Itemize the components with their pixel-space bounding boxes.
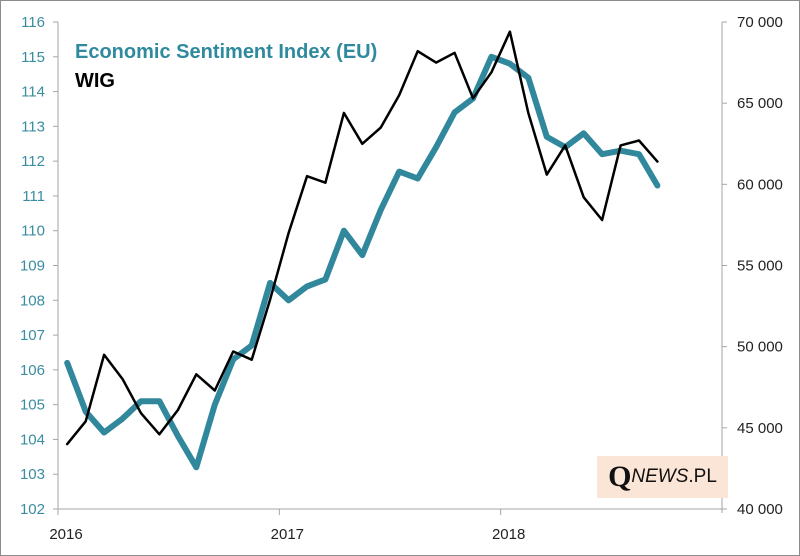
legend-wig: WIG: [75, 70, 115, 92]
right-tick-label: 55 000: [737, 258, 783, 275]
left-tick-label: 110: [21, 223, 45, 240]
right-tick-label: 65 000: [737, 95, 783, 112]
qnews-logo: Q NEWS .PL: [597, 456, 728, 498]
right-tick-label: 50 000: [737, 339, 783, 356]
left-tick-label: 114: [21, 84, 45, 101]
series-line-esi: [64, 53, 661, 471]
left-tick-label: 113: [21, 118, 45, 135]
x-tick-label: 2018: [492, 526, 525, 543]
left-tick-label: 104: [20, 431, 45, 448]
x-axis: 2016 2017 2018: [49, 508, 722, 543]
left-tick-label: 115: [21, 49, 45, 66]
left-tick-label: 112: [21, 153, 45, 170]
left-tick-label: 109: [20, 258, 45, 275]
left-tick-label: 105: [20, 397, 45, 414]
right-tick-label: 60 000: [737, 176, 783, 193]
logo-pl: .PL: [688, 466, 717, 487]
right-tick-label: 70 000: [737, 14, 783, 31]
left-tick-label: 116: [21, 14, 45, 31]
series-group: [64, 30, 661, 471]
x-tick-label: 2016: [49, 526, 82, 543]
left-tick-label: 102: [20, 501, 45, 518]
right-axis: 40 000 45 000 50 000 55 000 60 000 65 000 70 0…: [721, 14, 783, 518]
left-axis: 102 103 104 105 106 107 108 109 110 111 112 113 114 1…: [20, 14, 59, 518]
right-tick-label: 40 000: [737, 501, 783, 518]
left-tick-label: 111: [22, 188, 45, 205]
series-line-wig: [65, 30, 659, 446]
logo-news: NEWS: [631, 466, 689, 487]
left-tick-label: 107: [20, 327, 45, 344]
x-tick-label: 2017: [271, 526, 304, 543]
left-tick-label: 108: [20, 292, 45, 309]
left-tick-label: 103: [20, 466, 45, 483]
legend-esi: Economic Sentiment Index (EU): [75, 41, 377, 63]
logo-q: Q: [608, 460, 632, 493]
right-tick-label: 45 000: [737, 420, 783, 437]
left-tick-label: 106: [20, 362, 45, 379]
